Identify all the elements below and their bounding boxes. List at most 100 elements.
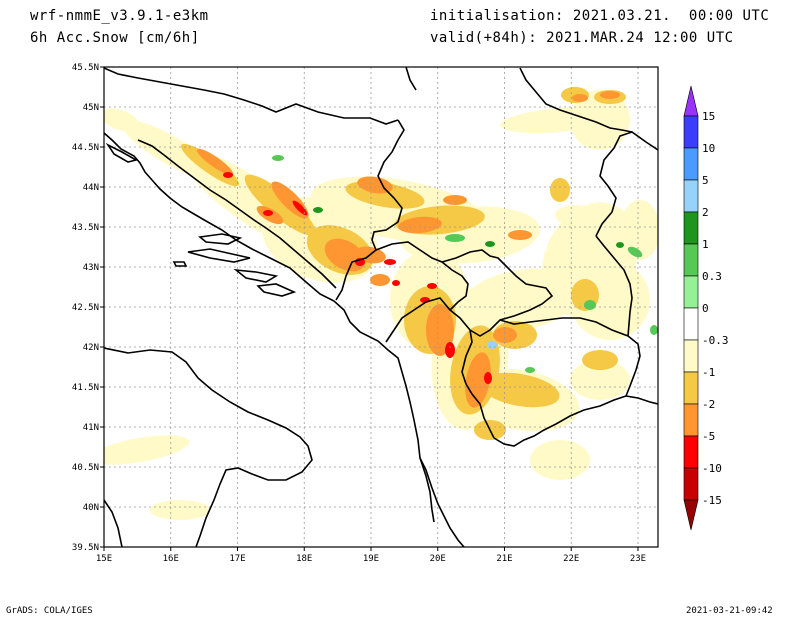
colorbar-segment (683, 307, 699, 341)
border-ba-rs-drina (335, 119, 405, 301)
snow-field-patch (104, 108, 140, 132)
snow-field-patch (570, 360, 630, 400)
tick-label-lon: 19E (363, 554, 379, 564)
tick-label-lat: 44.5N (72, 143, 99, 153)
footer-grads-credit: GrADS: COLA/IGES (6, 606, 93, 616)
tick-label-lon: 20E (430, 554, 446, 564)
colorbar-level-label: 2 (702, 206, 709, 219)
initialisation-label: initialisation: 2021.03.21. 00:00 UTC (430, 8, 770, 24)
colorbar-legend: 15 10 5 2 1 0.3 0 -0.3 -1 -2 -5 -10 -15 (683, 85, 729, 531)
border-gr-bg (625, 395, 658, 405)
snow-field-patch (263, 210, 273, 216)
snow-field-patch (650, 325, 658, 335)
colorbar-segment (683, 371, 699, 405)
tick-label-lat: 43.5N (72, 223, 99, 233)
colorbar-bottom-arrow (683, 499, 699, 531)
tick-label-lat: 39.5N (72, 543, 99, 553)
colorbar-level-label: 15 (702, 110, 715, 123)
snow-field-patch (620, 200, 658, 260)
snow-field-patch (445, 342, 455, 358)
colorbar-segment (683, 339, 699, 373)
snow-field-patch (508, 230, 532, 240)
tick-label-lat: 42.5N (72, 303, 99, 313)
border-rs-hu (405, 67, 417, 91)
colorbar-segment (683, 243, 699, 277)
border-hr-ba-west (137, 139, 337, 289)
snow-field-patch (530, 440, 590, 480)
colorbar-level-label: -2 (702, 398, 715, 411)
colorbar-level-label: -10 (702, 462, 722, 475)
colorbar-level-label: 0 (702, 302, 709, 315)
snow-field-patch (443, 195, 467, 205)
snow-field-patch (426, 304, 454, 356)
snow-field-patch (427, 283, 437, 289)
snow-field-patch (384, 259, 396, 265)
colorbar-level-label: -5 (702, 430, 715, 443)
valid-time-label: valid(+84h): 2021.MAR.24 12:00 UTC (430, 30, 734, 46)
snow-field-patch (196, 148, 234, 176)
snow-field-patch (584, 300, 596, 310)
border-mk-gr (493, 385, 631, 447)
border-bg-mk (595, 235, 633, 337)
colorbar-top-arrow (683, 85, 699, 117)
snow-field-patch (570, 90, 630, 150)
island-lastovo (256, 283, 297, 297)
island-krk (105, 142, 139, 163)
snow-field-patch (555, 205, 595, 225)
variable-title: 6h Acc.Snow [cm/6h] (30, 30, 200, 46)
border-ro-rs (519, 67, 633, 133)
latitude-tick-labels: 39.5N 40N 40.5N 41N 41.5N 42N 42.5N 43N 43.5N 44N… (72, 63, 104, 553)
footer-timestamp: 2021-03-21-09:42 (686, 606, 773, 616)
tick-label-lat: 45N (83, 103, 99, 113)
snow-field-patch (487, 341, 497, 349)
longitude-tick-labels: 15E 16E 17E 18E 19E 20E 21E 22E 23E (96, 547, 646, 564)
colorbar-level-label: 0.3 (702, 270, 722, 283)
colorbar-level-label: 10 (702, 142, 715, 155)
border-me-al (385, 297, 473, 385)
snow-field-patch (525, 367, 535, 373)
island-korcula (233, 268, 279, 283)
colorbar-level-label: -0.3 (702, 334, 729, 347)
colorbar-level-label: -15 (702, 494, 722, 507)
tick-label-lat: 40.5N (72, 463, 99, 473)
colorbar-segment (683, 467, 699, 501)
snow-field-patch (582, 350, 618, 370)
snow-field-patch (313, 207, 323, 213)
snow-field-patch (480, 372, 560, 408)
snow-field-patch (445, 234, 465, 242)
colorbar-segment (683, 179, 699, 213)
snow-field-patch (627, 246, 643, 258)
snow-field-patch (223, 172, 233, 178)
border-me-rs (375, 241, 469, 311)
colorbar-segment (683, 211, 699, 245)
italy-coastline (104, 347, 313, 547)
tick-label-lat: 43N (83, 263, 99, 273)
snow-field-patch (370, 274, 390, 286)
colorbar-level-label: -1 (702, 366, 715, 379)
island-mljet (172, 261, 188, 267)
colorbar-segment (683, 147, 699, 181)
tick-label-lon: 17E (229, 554, 245, 564)
colorbar-segment (683, 275, 699, 309)
tick-label-lon: 18E (296, 554, 312, 564)
snow-field-patch (272, 155, 284, 161)
snow-field-layer (104, 87, 658, 520)
snow-field-patch (244, 174, 316, 236)
lat-lon-grid (104, 67, 658, 547)
snow-field-patch (572, 94, 588, 102)
border-mk-al (465, 383, 495, 439)
snow-field-patch (616, 242, 624, 248)
tick-label-lat: 41.5N (72, 383, 99, 393)
tick-label-lon: 16E (163, 554, 179, 564)
adriatic-coastline (104, 132, 435, 523)
snow-field-patch (292, 200, 308, 216)
colorbar-segment (683, 435, 699, 469)
snow-field-patch (484, 372, 492, 384)
snow-field-patch (357, 176, 393, 194)
border-al-gr (419, 457, 465, 547)
snow-field-patch (600, 91, 620, 99)
snow-field-patch (324, 238, 366, 272)
snow-field-patch (392, 280, 400, 286)
tick-label-lat: 42N (83, 343, 99, 353)
